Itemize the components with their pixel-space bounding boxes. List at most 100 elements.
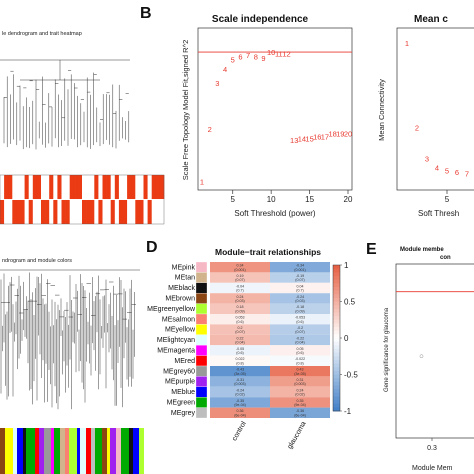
panel-d-cell-value: 0.053 — [236, 316, 245, 320]
panel-a-trait-cell-glaucoma — [127, 200, 132, 224]
panel-c-title: ndrogram and module colors — [2, 258, 72, 264]
panel-d-cell — [270, 397, 330, 408]
panel-b-point: 15 — [305, 134, 313, 143]
panel-d-cell-value: -0.022 — [295, 357, 305, 361]
panel-a-trait-cell-glaucoma — [61, 200, 66, 224]
panel-d-row-label: MElightcyan — [157, 337, 195, 344]
panel-d-row-swatch — [195, 293, 208, 304]
panel-b-point: 19 — [336, 130, 344, 139]
panel-d-cell-pvalue: (0.03) — [235, 299, 244, 303]
panel-d-colorbar-step — [333, 327, 340, 332]
panel-d-cell — [270, 355, 330, 366]
panel-d-cell-value: 0.22 — [237, 336, 244, 340]
panel-d-cell — [210, 324, 270, 335]
panel-a-trait-cell-glaucoma — [45, 200, 50, 224]
panel-d-cell — [270, 272, 330, 283]
panel-d-colorbar-step — [333, 407, 340, 412]
panel-d-cell — [210, 376, 270, 387]
panel-d-cell-pvalue: (0.003) — [234, 382, 245, 386]
panel-a-trait-cell-glaucoma — [139, 200, 144, 224]
panel-d-colorbar-label: 1 — [344, 261, 349, 270]
panel-d-cell-pvalue: (0.7) — [236, 289, 243, 293]
panel-a-dendrogram-branches — [0, 59, 130, 150]
panel-a-trait-cell-control — [69, 175, 75, 199]
panel-e-ylabel: Gene significance for glaucoma — [384, 307, 390, 392]
panel-d-cell-pvalue: (0.7) — [296, 289, 303, 293]
panel-d-cell-pvalue: (0.001) — [294, 268, 305, 272]
panel-d-cell-value: 0.35 — [297, 399, 304, 403]
panel-a-trait-cell-control — [24, 175, 29, 199]
panel-d-colorbar-step — [333, 308, 340, 313]
panel-c-module-color-cell — [77, 428, 80, 474]
panel-d-cell — [210, 345, 270, 356]
panel-b2-point: 6 — [455, 168, 459, 177]
panel-d-row-swatch — [195, 324, 208, 335]
panel-b2-ylabel: Mean Connectivity — [377, 79, 386, 141]
panel-d-cell-pvalue: (0.6) — [296, 351, 303, 355]
panel-d-cell-value: 0.31 — [297, 378, 304, 382]
panel-b-tick-label: 10 — [267, 195, 276, 204]
panel-d-cell-pvalue: (0.04) — [235, 341, 244, 345]
panel-d-cell — [270, 407, 330, 418]
panel-a-trait-cell-control — [82, 175, 87, 199]
panel-c-module-color-cell — [91, 428, 95, 474]
panel-d-cell-value: 0.43 — [297, 368, 304, 372]
panel-b-x-ticks: 5 10 15 20 — [231, 190, 353, 204]
panel-d-cell-value: 0.34 — [237, 264, 244, 268]
panel-c-module-color-cell — [121, 428, 129, 474]
panel-a-trait-cell-glaucoma — [36, 200, 42, 224]
panel-d-cell — [210, 262, 270, 273]
panel-d-cell — [270, 314, 330, 325]
panel-a-trait-cell-control — [41, 175, 46, 199]
panel-d-cell — [210, 282, 270, 294]
panel-c-dendrogram — [0, 269, 140, 410]
panel-b-plot-frame — [197, 27, 353, 191]
panel-a-trait-cell-control — [49, 175, 54, 199]
panel-d-cell — [210, 397, 270, 408]
panel-c-module-color-cell — [0, 428, 5, 474]
panel-a-trait-cell-glaucoma — [131, 200, 136, 224]
panel-d-cell-value: 0.19 — [237, 274, 244, 278]
panel-a-trait-cell-glaucoma — [0, 200, 5, 224]
panel-d-colorbar-step — [333, 334, 340, 339]
panel-a-trait-cell-control — [147, 175, 152, 199]
panel-a-trait-cell-glaucoma — [24, 200, 29, 224]
panel-d-cell — [270, 324, 330, 335]
panel-c: ndrogram and module colors — [0, 258, 144, 474]
panel-d-cell-value: -0.31 — [236, 378, 244, 382]
panel-b-tick-label: 15 — [305, 195, 314, 204]
panel-d-row-label: MEmagenta — [157, 347, 195, 354]
panel-d-cell — [270, 366, 330, 377]
panel-d-cell-pvalue: (0.03) — [295, 299, 304, 303]
panel-d-row-label: MEblack — [168, 285, 195, 292]
panel-d-row-label: MEpurple — [165, 379, 195, 386]
panel-a-trait-cell-control — [28, 175, 34, 199]
panel-c-module-color-cell — [110, 428, 116, 474]
panel-d-colorbar-step — [333, 297, 340, 302]
panel-d-cell-value: 0.04 — [297, 284, 304, 288]
panel-c-module-color-cell — [44, 428, 51, 474]
panel-a-trait-cell-control — [159, 175, 165, 199]
panel-d-cell — [210, 314, 270, 325]
panel-d-cell-pvalue: (0.07) — [295, 330, 304, 334]
panel-d-cell — [270, 293, 330, 304]
panel-d-cell — [210, 303, 270, 314]
panel-a-trait-cell-glaucoma — [65, 200, 70, 224]
panel-d-colorbar-step — [333, 352, 340, 357]
panel-d-row-swatch — [195, 303, 208, 315]
panel-a-trait-cell-glaucoma — [82, 200, 87, 224]
panel-a-trait-cell-control — [20, 175, 25, 199]
panel-a-trait-cell-control — [98, 175, 103, 199]
panel-d-cell-value: -0.19 — [296, 274, 304, 278]
panel-d-cell-pvalue: (0.6) — [236, 320, 243, 324]
panel-d-colorbar-step — [333, 290, 340, 295]
panel-d-row-label: MEgreenyellow — [147, 306, 196, 313]
panel-a: le dendrogram and trait heatmap — [0, 31, 165, 225]
panel-d-cell-value: 0.022 — [236, 357, 245, 361]
panel-a-trait-cell-glaucoma — [12, 200, 17, 224]
panel-d-cell-pvalue: (6e-04) — [234, 413, 246, 417]
panel-a-dendrogram — [0, 59, 130, 150]
panel-d-cell-value: -0.43 — [236, 368, 244, 372]
panel-d-colorbar-step — [333, 400, 340, 405]
